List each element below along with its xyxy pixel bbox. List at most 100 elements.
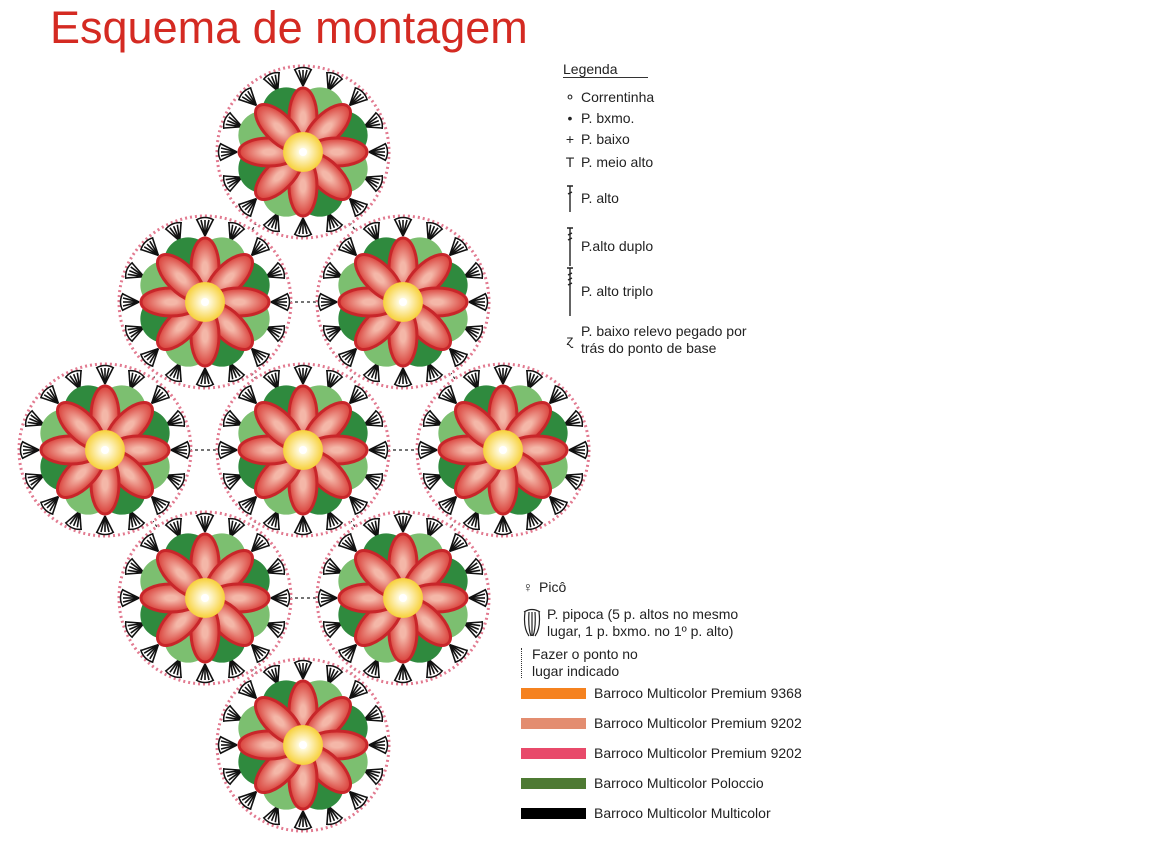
color-label: Barroco Multicolor Poloccio: [594, 775, 764, 791]
popcorn-fan: [265, 261, 286, 280]
popcorn-fan: [262, 664, 281, 685]
popcorn-fan: [270, 588, 291, 608]
popcorn-fan: [348, 197, 369, 218]
popcorn-fan: [425, 517, 444, 538]
popcorn-fan: [437, 384, 458, 405]
popcorn-fan: [563, 409, 584, 428]
popcorn-fan: [448, 236, 469, 257]
popcorn-fan: [525, 369, 544, 390]
popcorn-fan: [165, 472, 186, 491]
popcorn-fan: [548, 384, 569, 405]
popcorn-fan: [164, 517, 183, 538]
popcorn-fan: [227, 221, 246, 242]
popcorn-fan: [322, 324, 343, 343]
half-double-crochet-icon: T: [565, 154, 575, 170]
popcorn-fan: [463, 557, 484, 576]
legend-label: Correntinha: [581, 89, 655, 105]
popcorn-fan: [237, 495, 258, 516]
popcorn-fan: [425, 221, 444, 242]
popcorn-fan: [393, 663, 413, 684]
popcorn-fan: [217, 142, 238, 162]
popcorn-icon: [521, 608, 543, 638]
popcorn-fan: [463, 324, 484, 343]
popcorn-fan: [139, 643, 160, 664]
popcorn-fan: [250, 236, 271, 257]
flower-motif: [415, 362, 591, 538]
popcorn-fan: [139, 236, 160, 257]
popcorn-fan: [563, 472, 584, 491]
popcorn-fan: [217, 735, 238, 755]
popcorn-fan: [293, 217, 313, 238]
popcorn-fan: [222, 767, 243, 786]
picot-ring: [17, 362, 193, 538]
flower-motif: [215, 362, 391, 538]
popcorn-fan: [462, 369, 481, 390]
popcorn-fan: [393, 216, 413, 237]
popcorn-fan: [222, 174, 243, 193]
popcorn-fan: [139, 347, 160, 368]
popcorn-fan: [195, 216, 215, 237]
flower-motif: [215, 64, 391, 240]
legend-item-hdc: T P. meio alto: [563, 154, 653, 171]
popcorn-fan: [150, 495, 171, 516]
popcorn-fan: [217, 440, 238, 460]
popcorn-fan: [124, 261, 145, 280]
popcorn-fan: [119, 292, 140, 312]
popcorn-fan: [164, 658, 183, 679]
legend-label: Fazer o ponto no lugar indicado: [532, 646, 638, 679]
popcorn-fan: [262, 805, 281, 826]
popcorn-fan: [362, 362, 381, 383]
single-crochet-plus-icon: +: [565, 131, 575, 147]
legend-label: P. bxmo.: [581, 110, 635, 126]
popcorn-fan: [362, 221, 381, 242]
legend-item-slip: • P. bxmo.: [563, 110, 635, 127]
popcorn-fan: [493, 364, 513, 385]
legend-label: P. alto triplo: [581, 282, 654, 299]
popcorn-fan: [164, 362, 183, 383]
flower-motif: [17, 362, 193, 538]
popcorn-fan: [468, 588, 489, 608]
popcorn-fan: [124, 620, 145, 639]
popcorn-fan: [237, 384, 258, 405]
popcorn-fan: [348, 790, 369, 811]
popcorn-fan: [24, 409, 45, 428]
popcorn-fan: [262, 71, 281, 92]
popcorn-fan: [348, 679, 369, 700]
popcorn-fan: [425, 362, 444, 383]
color-label: Barroco Multicolor Premium 9368: [594, 685, 802, 701]
popcorn-fan: [325, 510, 344, 531]
legend-label: P. baixo relevo pegado por trás do ponto …: [581, 323, 747, 356]
popcorn-fan: [39, 384, 60, 405]
popcorn-fan: [363, 767, 384, 786]
popcorn-fan: [222, 704, 243, 723]
double-crochet-icon: [563, 184, 577, 212]
popcorn-fan: [265, 557, 286, 576]
picot-ring: [215, 657, 391, 833]
popcorn-fan: [237, 679, 258, 700]
flower-motif: [315, 510, 491, 686]
legend-label: P. baixo: [581, 131, 630, 147]
popcorn-fan: [195, 367, 215, 388]
popcorn-fan: [548, 495, 569, 516]
popcorn-fan: [293, 515, 313, 536]
popcorn-fan: [448, 532, 469, 553]
popcorn-fan: [368, 440, 389, 460]
popcorn-fan: [348, 384, 369, 405]
popcorn-fan: [293, 66, 313, 87]
legend-item-dashed: Fazer o ponto no lugar indicado: [521, 646, 638, 680]
legend-item-dtr: P. alto triplo: [563, 266, 653, 316]
picot-icon: ♀: [522, 579, 534, 595]
legend-label: Picô: [539, 579, 567, 595]
popcorn-fan: [368, 142, 389, 162]
popcorn-fan: [139, 532, 160, 553]
popcorn-fan: [337, 643, 358, 664]
color-label: Barroco Multicolor Multicolor: [594, 805, 771, 821]
legend-item-popcorn: P. pipoca (5 p. altos no mesmo lugar, 1 p…: [521, 606, 738, 640]
popcorn-fan: [170, 440, 191, 460]
popcorn-fan: [237, 86, 258, 107]
flower-motif: [117, 510, 293, 686]
popcorn-fan: [337, 347, 358, 368]
dashed-line-icon: [521, 648, 528, 678]
picot-ring: [215, 362, 391, 538]
popcorn-fan: [293, 810, 313, 831]
